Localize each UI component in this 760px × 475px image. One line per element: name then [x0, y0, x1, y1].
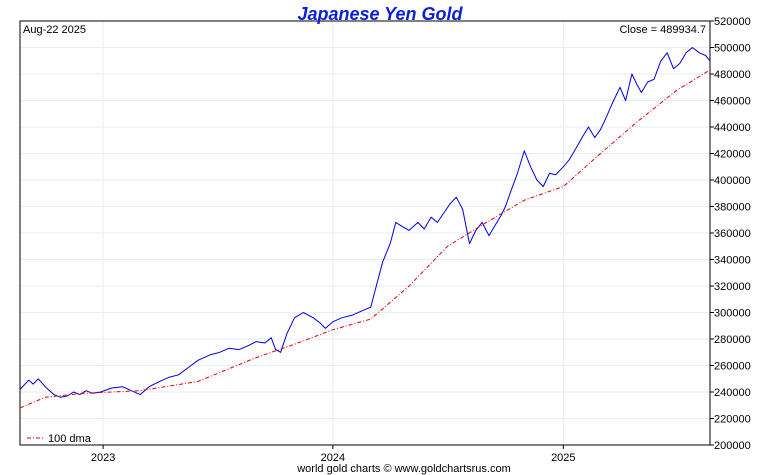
series-group	[19, 47, 711, 409]
footer-credit: world gold charts © www.goldchartsrus.co…	[296, 463, 511, 475]
y-tick-label: 360000	[714, 228, 751, 240]
x-axis: 2023 2024 2025	[91, 445, 576, 464]
close-label: Close = 489934.7	[619, 24, 706, 36]
x-tick-label: 2025	[551, 452, 575, 464]
date-label: Aug-22 2025	[23, 24, 86, 36]
y-tick-label: 440000	[714, 122, 751, 134]
chart-title: Japanese Yen Gold	[297, 4, 463, 24]
series-line-price	[19, 47, 711, 398]
y-tick-label: 500000	[714, 43, 751, 55]
x-tick-label: 2024	[321, 452, 345, 464]
y-tick-label: 300000	[714, 308, 751, 320]
y-tick-label: 380000	[714, 202, 751, 214]
y-tick-label: 420000	[714, 149, 751, 161]
y-tick-label: 340000	[714, 255, 751, 267]
y-tick-label: 520000	[714, 16, 751, 28]
y-tick-label: 460000	[714, 96, 751, 108]
legend: 100 dma	[27, 433, 92, 445]
y-tick-label: 260000	[714, 361, 751, 373]
legend-label-100-dma: 100 dma	[48, 433, 92, 445]
y-tick-label: 280000	[714, 334, 751, 346]
y-tick-label: 320000	[714, 281, 751, 293]
y-tick-label: 200000	[714, 440, 751, 452]
y-tick-label: 400000	[714, 175, 751, 187]
series-line-100-dma	[19, 69, 711, 409]
x-tick-label: 2023	[91, 452, 115, 464]
y-tick-label: 240000	[714, 387, 751, 399]
y-tick-label: 220000	[714, 414, 751, 426]
grid-lines	[20, 20, 710, 446]
y-axis: 200000 220000 240000 260000 280000 300000 3200…	[710, 16, 751, 452]
y-tick-label: 480000	[714, 69, 751, 81]
